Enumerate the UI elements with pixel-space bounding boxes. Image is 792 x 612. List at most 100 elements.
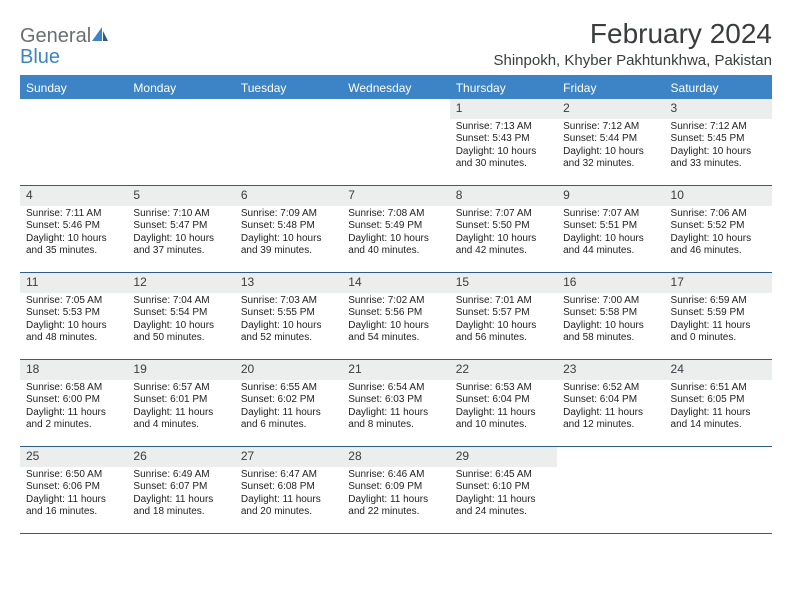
day-body: Sunrise: 7:01 AMSunset: 5:57 PMDaylight:… (450, 295, 557, 349)
day-number-bar: 22 (450, 360, 557, 380)
daylight-text: Daylight: 11 hours and 10 minutes. (456, 407, 551, 432)
daylight-text: Daylight: 11 hours and 2 minutes. (26, 407, 121, 432)
day-number-bar: 29 (450, 447, 557, 467)
day-body: Sunrise: 6:55 AMSunset: 6:02 PMDaylight:… (235, 382, 342, 436)
day-number: 5 (133, 188, 140, 202)
sunset-text: Sunset: 6:02 PM (241, 394, 336, 407)
sunrise-text: Sunrise: 7:03 AM (241, 295, 336, 308)
day-cell: 15Sunrise: 7:01 AMSunset: 5:57 PMDayligh… (450, 273, 557, 359)
sunset-text: Sunset: 5:47 PM (133, 220, 228, 233)
day-number: 13 (241, 275, 254, 289)
location-subtitle: Shinpokh, Khyber Pakhtunkhwa, Pakistan (493, 52, 772, 69)
day-number-bar: 15 (450, 273, 557, 293)
day-number: 28 (348, 449, 361, 463)
day-number-bar: 11 (20, 273, 127, 293)
weekday-fri: Friday (557, 77, 664, 99)
brand-logo: General Blue (20, 18, 109, 68)
logo-text-block: General Blue (20, 26, 109, 68)
day-number-bar: 9 (557, 186, 664, 206)
day-body: Sunrise: 6:54 AMSunset: 6:03 PMDaylight:… (342, 382, 449, 436)
day-cell: 3Sunrise: 7:12 AMSunset: 5:45 PMDaylight… (665, 99, 772, 185)
sunset-text: Sunset: 5:45 PM (671, 133, 766, 146)
day-number-bar: 25 (20, 447, 127, 467)
day-cell (235, 99, 342, 185)
day-number-bar: 23 (557, 360, 664, 380)
brand-name-1: General (20, 25, 91, 47)
day-cell (342, 99, 449, 185)
sunset-text: Sunset: 6:04 PM (456, 394, 551, 407)
daylight-text: Daylight: 11 hours and 24 minutes. (456, 494, 551, 519)
day-cell (557, 447, 664, 533)
day-number: 24 (671, 362, 684, 376)
month-title: February 2024 (493, 18, 772, 50)
sunrise-text: Sunrise: 6:47 AM (241, 469, 336, 482)
brand-name-2: Blue (20, 46, 60, 68)
day-number: 21 (348, 362, 361, 376)
day-cell: 27Sunrise: 6:47 AMSunset: 6:08 PMDayligh… (235, 447, 342, 533)
day-number: 14 (348, 275, 361, 289)
day-cell: 19 Sunrise: 6:57 AMSunset: 6:01 PMDayligh… (127, 360, 234, 446)
day-cell: 14Sunrise: 7:02 AMSunset: 5:56 PMDayligh… (342, 273, 449, 359)
day-cell: 20 Sunrise: 6:55 AMSunset: 6:02 PMDayligh… (235, 360, 342, 446)
day-cell: 28Sunrise: 6:46 AMSunset: 6:09 PMDayligh… (342, 447, 449, 533)
day-cell: 21 Sunrise: 6:54 AMSunset: 6:03 PMDayligh… (342, 360, 449, 446)
sunset-text: Sunset: 6:04 PM (563, 394, 658, 407)
daylight-text: Daylight: 10 hours and 39 minutes. (241, 233, 336, 258)
day-number-bar: 28 (342, 447, 449, 467)
day-number: 2 (563, 101, 570, 115)
day-cell: 4Sunrise: 7:11 AMSunset: 5:46 PMDaylight… (20, 186, 127, 272)
sunrise-text: Sunrise: 7:12 AM (563, 121, 658, 134)
sunrise-text: Sunrise: 7:04 AM (133, 295, 228, 308)
day-body: Sunrise: 6:47 AMSunset: 6:08 PMDaylight:… (235, 469, 342, 523)
sunrise-text: Sunrise: 6:59 AM (671, 295, 766, 308)
title-block: February 2024 Shinpokh, Khyber Pakhtunkh… (493, 18, 772, 69)
sunrise-text: Sunrise: 6:52 AM (563, 382, 658, 395)
sunrise-text: Sunrise: 6:58 AM (26, 382, 121, 395)
daylight-text: Daylight: 11 hours and 14 minutes. (671, 407, 766, 432)
weekday-sat: Saturday (665, 77, 772, 99)
daylight-text: Daylight: 11 hours and 6 minutes. (241, 407, 336, 432)
sunset-text: Sunset: 5:50 PM (456, 220, 551, 233)
day-cell: 7Sunrise: 7:08 AMSunset: 5:49 PMDaylight… (342, 186, 449, 272)
day-number: 6 (241, 188, 248, 202)
sunset-text: Sunset: 6:05 PM (671, 394, 766, 407)
sunset-text: Sunset: 6:08 PM (241, 481, 336, 494)
day-number-bar: 3 (665, 99, 772, 119)
day-cell: 11Sunrise: 7:05 AMSunset: 5:53 PMDayligh… (20, 273, 127, 359)
sunset-text: Sunset: 6:07 PM (133, 481, 228, 494)
sunrise-text: Sunrise: 6:45 AM (456, 469, 551, 482)
sail-icon (91, 26, 109, 47)
daylight-text: Daylight: 10 hours and 46 minutes. (671, 233, 766, 258)
daylight-text: Daylight: 10 hours and 37 minutes. (133, 233, 228, 258)
daylight-text: Daylight: 11 hours and 16 minutes. (26, 494, 121, 519)
daylight-text: Daylight: 11 hours and 20 minutes. (241, 494, 336, 519)
day-cell: 29Sunrise: 6:45 AMSunset: 6:10 PMDayligh… (450, 447, 557, 533)
day-cell: 2Sunrise: 7:12 AMSunset: 5:44 PMDaylight… (557, 99, 664, 185)
day-number: 19 (133, 362, 146, 376)
day-number: 4 (26, 188, 33, 202)
daylight-text: Daylight: 10 hours and 33 minutes. (671, 146, 766, 171)
sunrise-text: Sunrise: 7:00 AM (563, 295, 658, 308)
daylight-text: Daylight: 10 hours and 44 minutes. (563, 233, 658, 258)
sunrise-text: Sunrise: 7:08 AM (348, 208, 443, 221)
day-number: 8 (456, 188, 463, 202)
page-header: General Blue February 2024 Shinpokh, Khy… (20, 18, 772, 69)
sunset-text: Sunset: 5:52 PM (671, 220, 766, 233)
day-body: Sunrise: 6:57 AMSunset: 6:01 PMDaylight:… (127, 382, 234, 436)
weekday-wed: Wednesday (342, 77, 449, 99)
sunrise-text: Sunrise: 6:46 AM (348, 469, 443, 482)
day-number: 11 (26, 275, 38, 289)
day-number: 20 (241, 362, 254, 376)
day-number: 17 (671, 275, 684, 289)
sunrise-text: Sunrise: 7:07 AM (456, 208, 551, 221)
day-number: 3 (671, 101, 678, 115)
day-cell: 23Sunrise: 6:52 AMSunset: 6:04 PMDayligh… (557, 360, 664, 446)
day-cell: 17Sunrise: 6:59 AMSunset: 5:59 PMDayligh… (665, 273, 772, 359)
day-body: Sunrise: 7:08 AMSunset: 5:49 PMDaylight:… (342, 208, 449, 262)
daylight-text: Daylight: 11 hours and 22 minutes. (348, 494, 443, 519)
week-row: 18Sunrise: 6:58 AMSunset: 6:00 PMDayligh… (20, 360, 772, 447)
weekday-thu: Thursday (450, 77, 557, 99)
day-number-bar: 19 (127, 360, 234, 380)
sunset-text: Sunset: 5:46 PM (26, 220, 121, 233)
sunrise-text: Sunrise: 6:53 AM (456, 382, 551, 395)
